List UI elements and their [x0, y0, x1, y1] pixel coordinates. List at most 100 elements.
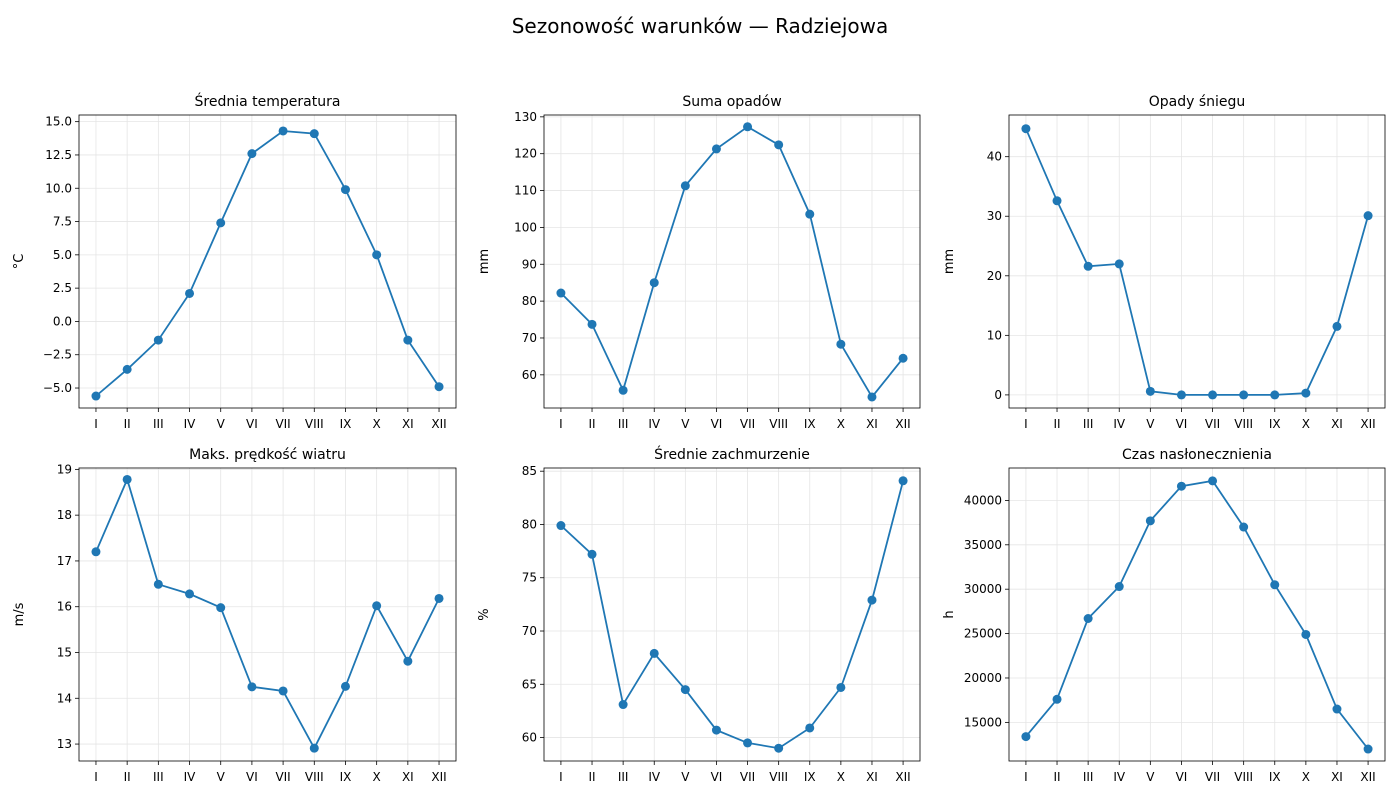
data-point [1301, 388, 1311, 398]
x-tick-label: XI [402, 417, 414, 431]
x-tick-label: I [94, 417, 98, 431]
x-tick-label: XII [431, 770, 446, 784]
x-tick-label: XI [866, 770, 878, 784]
x-tick-label: X [1302, 770, 1310, 784]
y-tick-label: 15000 [964, 715, 1002, 729]
x-tick-label: XI [866, 417, 878, 431]
x-tick-label: I [559, 770, 563, 784]
axes-frame [78, 114, 457, 409]
series-line [560, 125, 904, 399]
y-tick-label: 7.5 [53, 215, 72, 229]
x-tick-label: II [1053, 770, 1060, 784]
data-point [587, 549, 597, 559]
data-point [1363, 211, 1373, 221]
x-tick-label: V [217, 770, 226, 784]
data-point [185, 288, 195, 298]
data-point [743, 122, 753, 132]
data-point [278, 126, 288, 136]
y-tick-label: 85 [522, 464, 537, 478]
y-axis-label: mm [477, 249, 492, 274]
x-tick-label: II [1053, 417, 1060, 431]
x-tick-label: III [1083, 417, 1094, 431]
data-point [309, 743, 319, 753]
x-tick-label: VIII [1234, 417, 1253, 431]
subplot-5: I II III IV V VI VII VIII IX X XI XII606570758085Śr… [477, 445, 921, 784]
data-point [1145, 386, 1155, 396]
data-point [91, 391, 101, 401]
data-point [836, 339, 846, 349]
data-point [278, 686, 288, 696]
y-axis-label: % [477, 608, 492, 620]
y-tick-label: 60 [522, 731, 537, 745]
y-tick-label: 30000 [964, 582, 1002, 596]
x-tick-label: I [559, 417, 563, 431]
data-point [1332, 321, 1342, 331]
y-tick-label: 20 [987, 269, 1002, 283]
subplot-3: I II III IV V VI VII VIII IX X XI XII010203040Opady… [942, 94, 1386, 431]
subplot-1: I II III IV V VI VII VIII IX X XI XII−5.0−2.50.02.5… [12, 92, 457, 431]
data-point [1239, 522, 1249, 532]
subplot-title: Maks. prędkość wiatru [189, 447, 346, 463]
axes-frame [1008, 467, 1386, 762]
series-line [1025, 479, 1369, 750]
x-tick-label: XII [895, 770, 910, 784]
x-tick-label: IV [184, 417, 197, 431]
data-point [340, 681, 350, 691]
x-tick-label: III [618, 417, 629, 431]
data-point [1052, 694, 1062, 704]
x-tick-label: X [373, 417, 381, 431]
data-point [403, 656, 413, 666]
data-point [153, 335, 163, 345]
x-tick-label: X [837, 417, 845, 431]
data-point [372, 601, 382, 611]
axes-frame [543, 114, 921, 409]
subplot-2: I II III IV V VI VII VIII IX X XI XII60708090100110… [477, 94, 921, 431]
x-tick-label: XI [1331, 417, 1343, 431]
x-tick-label: VII [740, 770, 755, 784]
x-tick-label: V [681, 770, 690, 784]
x-tick-label: XII [895, 417, 910, 431]
x-tick-label: I [94, 770, 98, 784]
y-tick-label: 120 [514, 147, 537, 161]
data-point [556, 288, 566, 298]
y-tick-label: 13 [57, 737, 72, 751]
y-tick-label: 80 [522, 517, 537, 531]
x-tick-label: VI [246, 770, 258, 784]
data-point [1021, 732, 1031, 742]
data-point [587, 319, 597, 329]
y-tick-label: 70 [522, 624, 537, 638]
x-tick-label: IV [1113, 417, 1126, 431]
series-line [95, 130, 440, 397]
y-tick-label: 19 [57, 462, 72, 476]
y-tick-label: 2.5 [53, 281, 72, 295]
data-point [1176, 390, 1186, 400]
axes-frame [78, 467, 457, 762]
y-tick-label: 40 [987, 150, 1002, 164]
data-point [711, 725, 721, 735]
x-tick-label: IV [648, 770, 661, 784]
figure-title: Sezonowość warunków — Radziejowa [511, 14, 889, 38]
x-tick-label: III [1083, 770, 1094, 784]
data-point [649, 278, 659, 288]
data-point [867, 392, 877, 402]
x-tick-label: IV [648, 417, 661, 431]
x-tick-label: X [373, 770, 381, 784]
data-point [247, 149, 257, 159]
y-tick-label: 40000 [964, 493, 1002, 507]
y-tick-label: 65 [522, 677, 537, 691]
y-tick-label: 0 [994, 388, 1002, 402]
x-tick-label: XI [1331, 770, 1343, 784]
axes-frame [1008, 114, 1386, 409]
x-tick-label: VI [1176, 417, 1188, 431]
subplot-title: Suma opadów [682, 94, 781, 110]
data-point [774, 743, 784, 753]
data-point [185, 589, 195, 599]
y-tick-label: 12.5 [45, 148, 72, 162]
y-tick-label: 70 [522, 331, 537, 345]
subplot-4: I II III IV V VI VII VIII IX X XI XII13141516171819… [12, 447, 457, 784]
x-tick-label: VII [740, 417, 755, 431]
x-tick-label: XII [1360, 770, 1375, 784]
y-tick-label: 25000 [964, 627, 1002, 641]
data-point [340, 185, 350, 195]
